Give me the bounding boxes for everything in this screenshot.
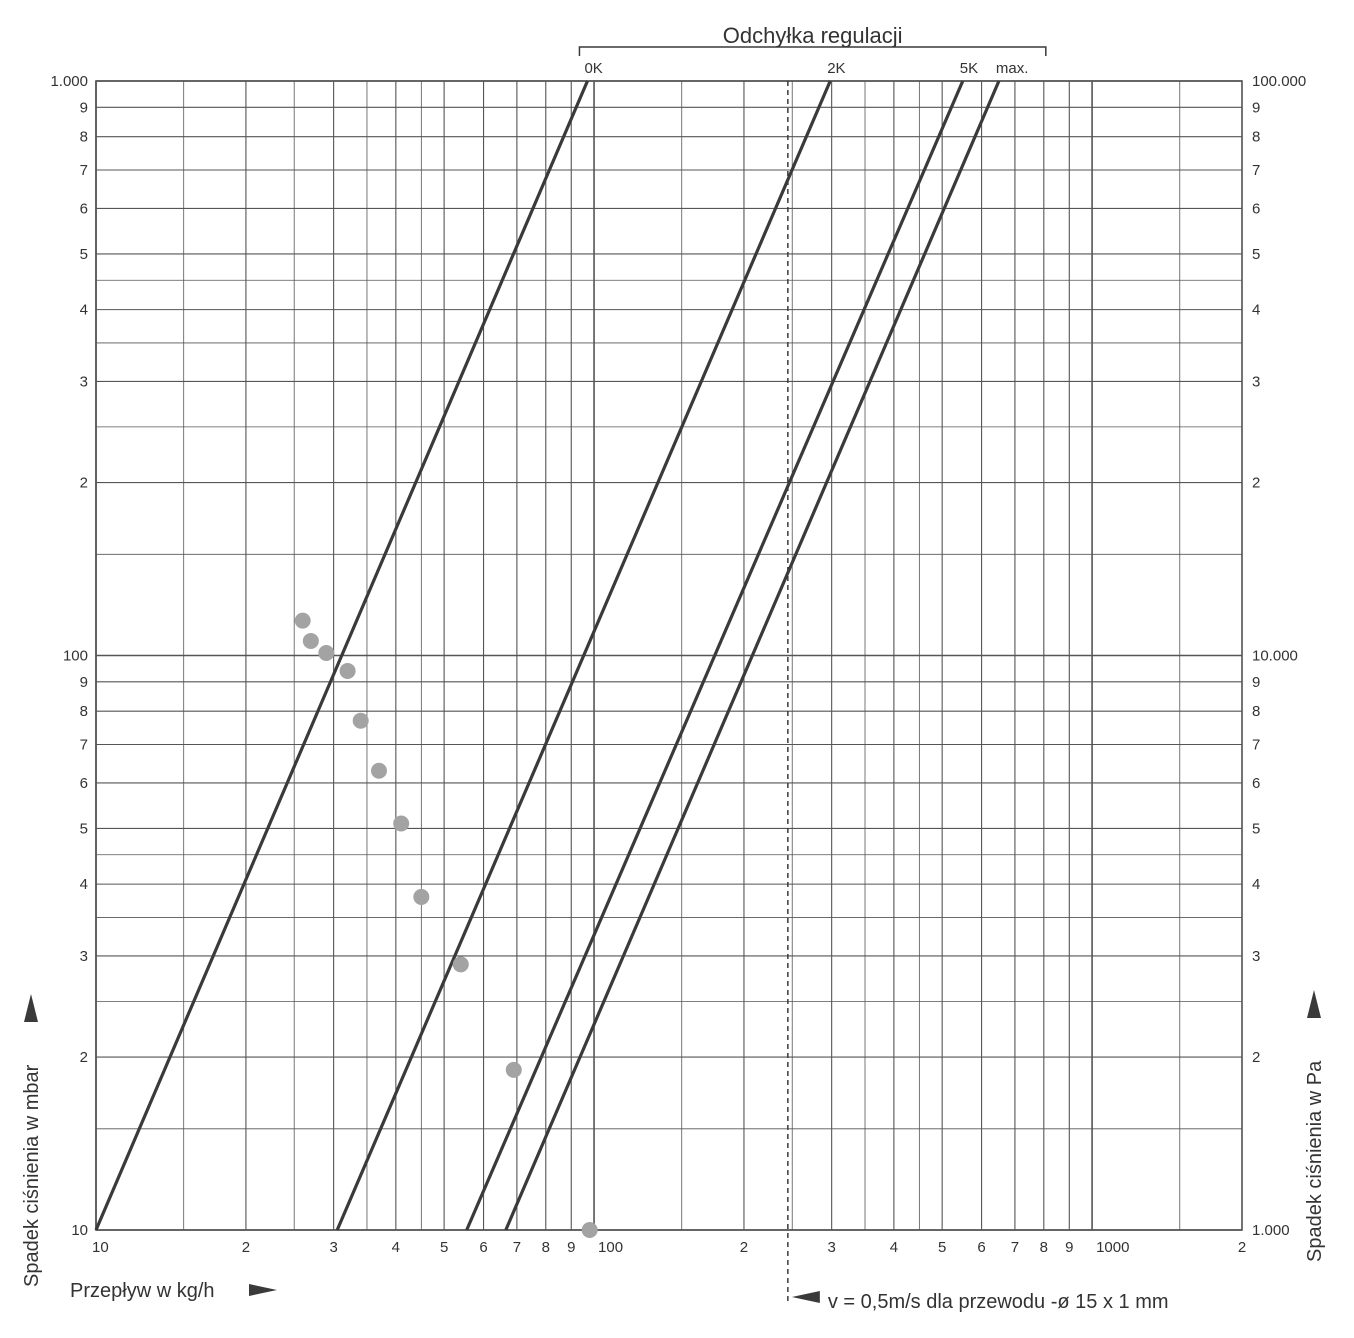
y-tick-label: 9 [80, 99, 88, 116]
series-label: max. [996, 60, 1029, 77]
x-axis-label: Przepływ w kg/h [70, 1280, 215, 1302]
y2-tick-label: 8 [1252, 129, 1260, 146]
y2-tick-label: 100.000 [1252, 73, 1306, 90]
y2-tick-label: 3 [1252, 948, 1260, 965]
y-tick-label: 5 [80, 820, 88, 837]
y-tick-label: 3 [80, 948, 88, 965]
y2-tick-label: 4 [1252, 876, 1260, 893]
y2-tick-label: 2 [1252, 1049, 1260, 1066]
y2-tick-label: 8 [1252, 703, 1260, 720]
axis-arrows [24, 990, 1321, 1296]
x-tick-label: 8 [1040, 1239, 1048, 1256]
y2-tick-label: 2 [1252, 475, 1260, 492]
header-bracket-line [578, 46, 1047, 56]
kv-marker [452, 956, 469, 973]
x-tick-label: 4 [392, 1239, 400, 1256]
y-tick-label: 7 [80, 736, 88, 753]
series-label: 0K [584, 60, 602, 77]
x-tick-label: 5 [938, 1239, 946, 1256]
y-tick-label: 10 [71, 1222, 88, 1239]
y-tick-label: 6 [80, 775, 88, 792]
x-tick-label: 10 [92, 1239, 109, 1256]
kv-marker [352, 712, 369, 729]
kv-marker [302, 632, 319, 649]
kv-marker [413, 888, 430, 905]
y2-tick-label: 6 [1252, 775, 1260, 792]
y-tick-label: 8 [80, 703, 88, 720]
kv-marker [318, 645, 335, 662]
y2-axis-label: Spadek ciśnienia w Pa [1304, 1060, 1326, 1262]
y2-tick-label: 1.000 [1252, 1222, 1290, 1239]
kv-marker [294, 612, 311, 629]
x-tick-label: 100 [598, 1239, 623, 1256]
tick-labels: 1023456789100234567891.0001.000234567891… [50, 73, 1306, 1256]
series-line-0K [94, 80, 589, 1231]
plot-frame [95, 80, 1243, 1231]
x-tick-label: 1000 [1096, 1239, 1129, 1256]
y2-tick-label: 10.000 [1252, 648, 1298, 665]
y-axis-arrow-icon [24, 994, 38, 1022]
x-tick-label: 2 [740, 1239, 748, 1256]
reference-line-label: v = 0,5m/s dla przewodu -ø 15 x 1 mm [828, 1291, 1169, 1313]
y2-tick-label: 7 [1252, 736, 1260, 753]
y2-tick-label: 3 [1252, 373, 1260, 390]
x-tick-label: 5 [440, 1239, 448, 1256]
x-tick-label: 6 [479, 1239, 487, 1256]
kv-markers [294, 612, 598, 1238]
reference-arrow-icon [791, 1291, 820, 1303]
y2-tick-label: 5 [1252, 246, 1260, 263]
reference-line-group [787, 81, 820, 1303]
y-tick-label: 2 [80, 475, 88, 492]
y-tick-label: 2 [80, 1049, 88, 1066]
x-tick-label: 4 [890, 1239, 898, 1256]
series-line-2K [335, 80, 832, 1231]
x-tick-label: 8 [542, 1239, 550, 1256]
header-bracket: Odchyłka regulacji [578, 23, 1047, 56]
x-tick-label: 2 [1238, 1239, 1246, 1256]
series-label: 2K [827, 60, 845, 77]
y2-tick-label: 9 [1252, 674, 1260, 691]
x-tick-label: 9 [567, 1239, 575, 1256]
series-line-5K [465, 80, 965, 1231]
x-tick-label: 2 [242, 1239, 250, 1256]
x-tick-label: 3 [827, 1239, 835, 1256]
y-tick-label: 8 [80, 129, 88, 146]
x-tick-label: 9 [1065, 1239, 1073, 1256]
grid [95, 80, 1243, 1231]
x-tick-label: 6 [977, 1239, 985, 1256]
y-tick-label: 5 [80, 246, 88, 263]
y2-axis-arrow-icon [1307, 990, 1321, 1018]
kv-marker [339, 662, 356, 679]
x-tick-label: 7 [1011, 1239, 1019, 1256]
x-tick-label: 7 [513, 1239, 521, 1256]
kv-marker [581, 1222, 598, 1238]
y2-tick-label: 9 [1252, 99, 1260, 116]
kv-marker [393, 815, 410, 832]
y-tick-label: 4 [80, 876, 88, 893]
y2-tick-label: 5 [1252, 820, 1260, 837]
y-tick-label: 100 [63, 648, 88, 665]
y-tick-label: 7 [80, 162, 88, 179]
header-title: Odchyłka regulacji [723, 23, 903, 48]
y-tick-label: 9 [80, 674, 88, 691]
kv-marker [370, 762, 387, 779]
series-line-max [504, 80, 1001, 1231]
y-tick-label: 6 [80, 200, 88, 217]
y-tick-label: 3 [80, 373, 88, 390]
kv-marker [505, 1061, 522, 1078]
y-tick-label: 4 [80, 302, 88, 319]
series-label: 5K [960, 60, 978, 77]
y2-tick-label: 4 [1252, 302, 1260, 319]
y2-tick-label: 6 [1252, 200, 1260, 217]
y2-tick-label: 7 [1252, 162, 1260, 179]
x-tick-label: 3 [329, 1239, 337, 1256]
x-axis-arrow-icon [249, 1284, 277, 1296]
series-lines: 0K 2K 5K max. [94, 60, 1029, 1231]
y-tick-label: 1.000 [50, 73, 88, 90]
y-axis-label: Spadek ciśnienia w mbar [21, 1064, 43, 1287]
